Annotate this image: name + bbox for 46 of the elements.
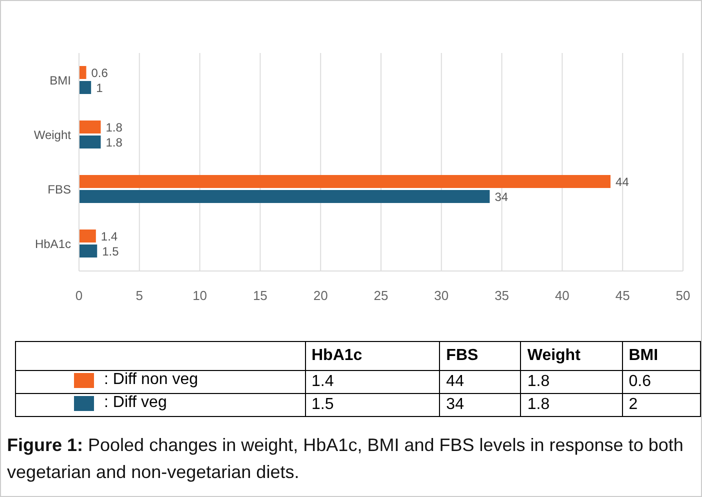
data-label: 1.4 bbox=[305, 370, 440, 394]
x-tick-label: 45 bbox=[615, 288, 630, 304]
category-label: FBS bbox=[440, 342, 521, 370]
data-label: 34 bbox=[494, 190, 508, 204]
bar bbox=[79, 81, 92, 94]
x-tick-label: 0 bbox=[75, 288, 83, 304]
data-label: 1 bbox=[96, 80, 104, 95]
caption: Figure 1: Pooled changes in weight, HbA1c, BMI and FBS levels in response to both vegetarian and non-vegetarian diets. bbox=[7, 434, 684, 484]
x-tick-label: 10 bbox=[192, 288, 208, 304]
data-label: 1.8 bbox=[520, 370, 622, 394]
y-tick-label: HbA1c bbox=[34, 237, 71, 252]
data-label: 2 bbox=[622, 394, 700, 416]
y-tick-label: BMI bbox=[50, 74, 71, 88]
x-tick-label: 35 bbox=[494, 288, 510, 304]
bar bbox=[79, 230, 96, 242]
data-label: 0.6 bbox=[91, 66, 108, 80]
x-tick-label: 40 bbox=[554, 288, 570, 304]
x-tick-label: 30 bbox=[434, 288, 449, 304]
data-label: 44 bbox=[440, 370, 521, 394]
data-label: 1.5 bbox=[102, 244, 120, 258]
bar bbox=[79, 66, 86, 79]
x-tick-label: 20 bbox=[313, 288, 328, 304]
bar bbox=[79, 190, 490, 203]
data-label: 1.8 bbox=[106, 120, 123, 134]
x-tick-label: 50 bbox=[676, 288, 690, 304]
legend-label: : Diff non veg bbox=[104, 371, 198, 390]
bar bbox=[79, 136, 101, 148]
x-tick-label: 5 bbox=[136, 288, 144, 304]
data-label: 34 bbox=[440, 394, 521, 416]
data-label: 1.8 bbox=[520, 394, 622, 416]
data-label: 44 bbox=[616, 174, 630, 189]
bar bbox=[79, 244, 98, 258]
category-label: BMI bbox=[622, 342, 700, 370]
bar bbox=[79, 120, 101, 134]
category-label: Weight bbox=[520, 342, 622, 370]
data-label: 1.4 bbox=[100, 229, 118, 244]
data-label: 1.5 bbox=[305, 394, 440, 416]
data-label: 0.6 bbox=[622, 370, 700, 394]
bar bbox=[79, 175, 611, 188]
y-tick-label: Weight bbox=[34, 128, 72, 142]
legend-label: : Diff veg bbox=[104, 394, 167, 412]
category-label: HbA1c bbox=[305, 342, 440, 370]
x-tick-label: 25 bbox=[374, 288, 388, 304]
y-tick-label: FBS bbox=[48, 182, 71, 197]
data-label: 1.8 bbox=[106, 135, 123, 150]
x-tick-label: 15 bbox=[252, 288, 268, 304]
